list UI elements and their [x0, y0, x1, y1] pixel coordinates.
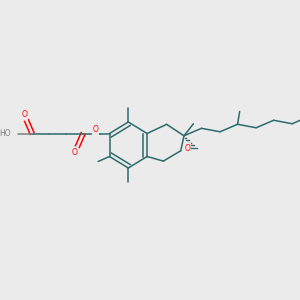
Text: O: O: [184, 144, 190, 153]
Text: O: O: [92, 125, 98, 134]
Text: O: O: [22, 110, 28, 119]
Text: HO: HO: [0, 129, 11, 138]
Text: O: O: [72, 148, 77, 157]
